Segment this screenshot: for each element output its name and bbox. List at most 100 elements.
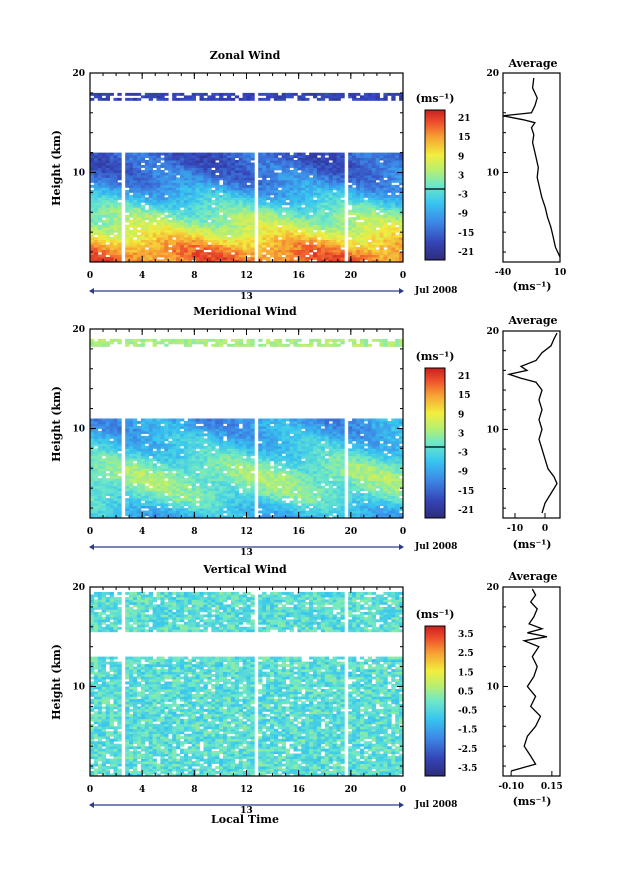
heatmap-cell bbox=[290, 225, 294, 228]
heatmap-cell bbox=[114, 466, 118, 469]
heatmap-cell bbox=[157, 220, 161, 223]
heatmap-cell bbox=[125, 210, 129, 213]
heatmap-cell bbox=[160, 175, 164, 178]
heatmap-cell bbox=[321, 195, 325, 198]
heatmap-cell bbox=[188, 488, 192, 491]
heatmap-cell bbox=[391, 210, 395, 213]
heatmap-cell bbox=[145, 250, 149, 253]
heatmap-cell bbox=[372, 230, 376, 233]
heatmap-cell bbox=[352, 212, 356, 215]
heatmap-cell bbox=[294, 160, 298, 163]
heatmap-cell bbox=[106, 230, 110, 233]
heatmap-cell bbox=[247, 225, 251, 228]
heatmap-cell bbox=[157, 207, 161, 210]
heatmap-cell bbox=[243, 202, 247, 205]
heatmap-cell bbox=[297, 182, 301, 185]
heatmap-cell bbox=[98, 421, 102, 424]
heatmap-cell bbox=[207, 486, 211, 489]
heatmap-cell bbox=[90, 501, 94, 504]
heatmap-cell bbox=[258, 175, 262, 178]
heatmap-cell bbox=[258, 247, 262, 250]
heatmap-cell bbox=[164, 473, 168, 476]
heatmap-cell bbox=[200, 163, 204, 166]
heatmap-cell bbox=[215, 501, 219, 504]
heatmap-cell bbox=[196, 175, 200, 178]
heatmap-cell bbox=[90, 498, 94, 501]
heatmap-cell bbox=[301, 182, 305, 185]
heatmap-cell bbox=[219, 158, 223, 161]
heatmap-cell bbox=[231, 458, 235, 461]
heatmap-cell bbox=[235, 240, 239, 243]
heatmap-cell bbox=[223, 230, 227, 233]
heatmap-cell bbox=[219, 446, 223, 449]
heatmap-cell bbox=[117, 212, 121, 215]
heatmap-cell bbox=[211, 419, 215, 422]
heatmap-cell bbox=[94, 153, 98, 156]
heatmap-cell bbox=[145, 461, 149, 464]
heatmap-cell bbox=[176, 163, 180, 166]
heatmap-cell bbox=[231, 163, 235, 166]
heatmap-cell bbox=[360, 210, 364, 213]
heatmap-cell bbox=[102, 187, 106, 190]
heatmap-cell bbox=[258, 192, 262, 195]
heatmap-cell bbox=[223, 225, 227, 228]
heatmap-cell bbox=[176, 245, 180, 248]
heatmap-cell bbox=[160, 182, 164, 185]
heatmap-cell bbox=[235, 160, 239, 163]
heatmap-cell bbox=[211, 466, 215, 469]
heatmap-cell bbox=[192, 486, 196, 489]
heatmap-cell bbox=[137, 220, 141, 223]
heatmap-cell bbox=[329, 202, 333, 205]
heatmap-cell bbox=[294, 168, 298, 171]
heatmap-cell bbox=[102, 158, 106, 161]
heatmap-cell bbox=[141, 257, 145, 260]
heatmap-cell bbox=[192, 175, 196, 178]
heatmap-cell bbox=[262, 240, 266, 243]
heatmap-cell bbox=[137, 173, 141, 176]
heatmap-cell bbox=[360, 200, 364, 203]
heatmap-cell bbox=[106, 173, 110, 176]
heatmap-cell bbox=[204, 247, 208, 250]
heatmap-cell bbox=[286, 245, 290, 248]
heatmap-cell bbox=[305, 165, 309, 168]
heatmap-cell bbox=[125, 468, 129, 471]
heatmap-cell bbox=[348, 170, 352, 173]
heatmap-cell bbox=[223, 511, 227, 514]
heatmap-cell bbox=[102, 461, 106, 464]
heatmap-cell bbox=[207, 165, 211, 168]
heatmap-cell bbox=[391, 227, 395, 230]
heatmap-cell bbox=[325, 222, 329, 225]
heatmap-cell bbox=[215, 175, 219, 178]
heatmap-cell bbox=[211, 190, 215, 193]
heatmap-cell bbox=[125, 170, 129, 173]
heatmap-cell bbox=[368, 212, 372, 215]
heatmap-cell bbox=[200, 463, 204, 466]
heatmap-cell bbox=[301, 187, 305, 190]
heatmap-cell bbox=[227, 476, 231, 479]
heatmap-cell bbox=[243, 227, 247, 230]
heatmap-cell bbox=[340, 192, 344, 195]
heatmap-cell bbox=[227, 165, 231, 168]
heatmap-cell bbox=[102, 451, 106, 454]
heatmap-cell bbox=[219, 426, 223, 429]
heatmap-cell bbox=[219, 190, 223, 193]
heatmap-cell bbox=[333, 175, 337, 178]
heatmap-cell bbox=[125, 483, 129, 486]
heatmap-cell bbox=[231, 461, 235, 464]
heatmap-cell bbox=[207, 232, 211, 235]
heatmap-cell bbox=[164, 436, 168, 439]
heatmap-cell bbox=[125, 498, 129, 501]
heatmap-cell bbox=[90, 496, 94, 499]
heatmap-cell bbox=[164, 220, 168, 223]
heatmap-cell bbox=[129, 466, 133, 469]
heatmap-cell bbox=[168, 242, 172, 245]
heatmap-cell bbox=[231, 441, 235, 444]
heatmap-cell bbox=[184, 247, 188, 250]
heatmap-cell bbox=[313, 245, 317, 248]
heatmap-cell bbox=[219, 220, 223, 223]
heatmap-cell bbox=[204, 496, 208, 499]
heatmap-cell bbox=[94, 431, 98, 434]
heatmap-cell bbox=[137, 182, 141, 185]
heatmap-cell bbox=[192, 170, 196, 173]
heatmap-cell bbox=[137, 185, 141, 188]
